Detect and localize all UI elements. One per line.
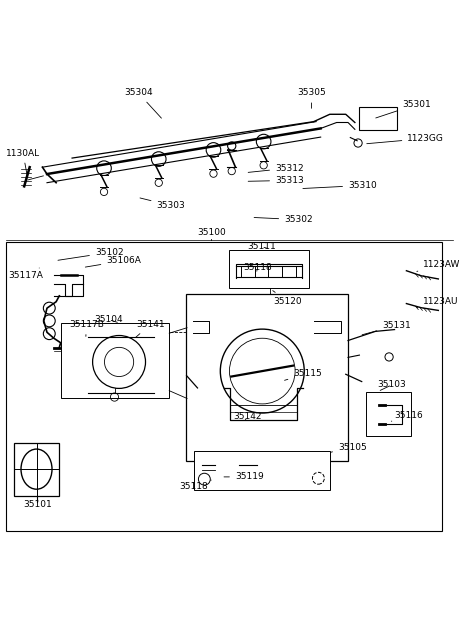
Text: 35301: 35301: [376, 100, 431, 118]
Text: 35303: 35303: [140, 198, 185, 210]
Text: 35101: 35101: [23, 500, 52, 509]
Text: 1123GG: 1123GG: [367, 134, 444, 144]
Text: 35105: 35105: [331, 443, 367, 452]
Text: 35302: 35302: [254, 215, 313, 224]
Text: 35115: 35115: [285, 369, 322, 380]
Bar: [14, 443, 59, 496]
Text: 35118: 35118: [179, 480, 211, 490]
Bar: [359, 106, 397, 130]
Text: 35100: 35100: [197, 228, 226, 238]
Text: 35131: 35131: [362, 321, 411, 335]
Text: 35111: 35111: [247, 242, 276, 251]
Text: 35118: 35118: [243, 263, 272, 272]
Text: 35102: 35102: [58, 248, 123, 260]
Text: 35117A: 35117A: [8, 268, 43, 280]
Bar: [366, 392, 411, 436]
Bar: [6, 243, 441, 530]
Bar: [61, 323, 169, 399]
Text: 35119: 35119: [224, 472, 264, 482]
Text: 1123AU: 1123AU: [417, 297, 459, 308]
Text: 1123AW: 1123AW: [417, 261, 461, 271]
Text: 35142: 35142: [233, 412, 262, 421]
Text: 35104: 35104: [94, 315, 123, 324]
Text: 35305: 35305: [297, 89, 326, 108]
Bar: [194, 451, 330, 490]
Text: 35141: 35141: [136, 320, 165, 337]
Text: 35116: 35116: [391, 411, 424, 422]
Text: 1130AL: 1130AL: [6, 149, 40, 176]
Text: 35103: 35103: [378, 380, 407, 391]
Text: 35304: 35304: [124, 89, 161, 118]
Text: 35310: 35310: [303, 181, 377, 190]
Bar: [229, 250, 309, 288]
Text: 35313: 35313: [248, 176, 304, 185]
Bar: [186, 295, 348, 461]
Text: 35120: 35120: [273, 290, 302, 306]
Text: 35312: 35312: [248, 163, 304, 173]
Text: 35106A: 35106A: [85, 256, 141, 267]
Text: 35117B: 35117B: [69, 320, 104, 336]
